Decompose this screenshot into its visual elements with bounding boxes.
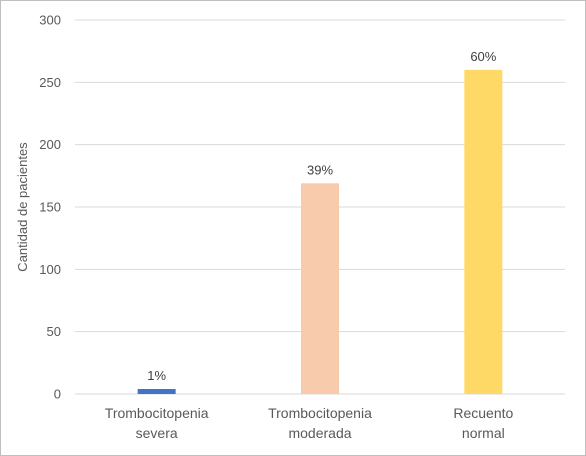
y-tick-label: 150 [39, 200, 61, 215]
y-tick-label: 50 [47, 324, 61, 339]
data-labels: 1% 39% 60% [147, 49, 497, 383]
bar [137, 389, 176, 394]
y-axis-ticks: 0 50 100 150 200 250 300 [39, 13, 61, 402]
x-category-label: moderada [288, 425, 351, 441]
bar [301, 183, 339, 394]
data-label: 60% [470, 49, 496, 64]
data-label: 1% [147, 368, 166, 383]
x-category-label: Recuento [453, 405, 513, 421]
x-category-label: normal [462, 425, 505, 441]
data-label: 39% [307, 162, 333, 177]
y-axis-label: Cantidad de pacientes [15, 142, 30, 272]
x-axis-categories: Trombocitopenia severa Trombocitopenia mode… [105, 405, 514, 441]
x-category-label: severa [136, 425, 178, 441]
y-tick-label: 200 [39, 137, 61, 152]
y-tick-label: 100 [39, 262, 61, 277]
bars [137, 69, 503, 394]
y-tick-label: 250 [39, 75, 61, 90]
bar [464, 69, 503, 394]
x-category-label: Trombocitopenia [268, 405, 372, 421]
y-tick-label: 300 [39, 13, 61, 28]
y-tick-label: 0 [54, 387, 61, 402]
x-category-label: Trombocitopenia [105, 405, 209, 421]
